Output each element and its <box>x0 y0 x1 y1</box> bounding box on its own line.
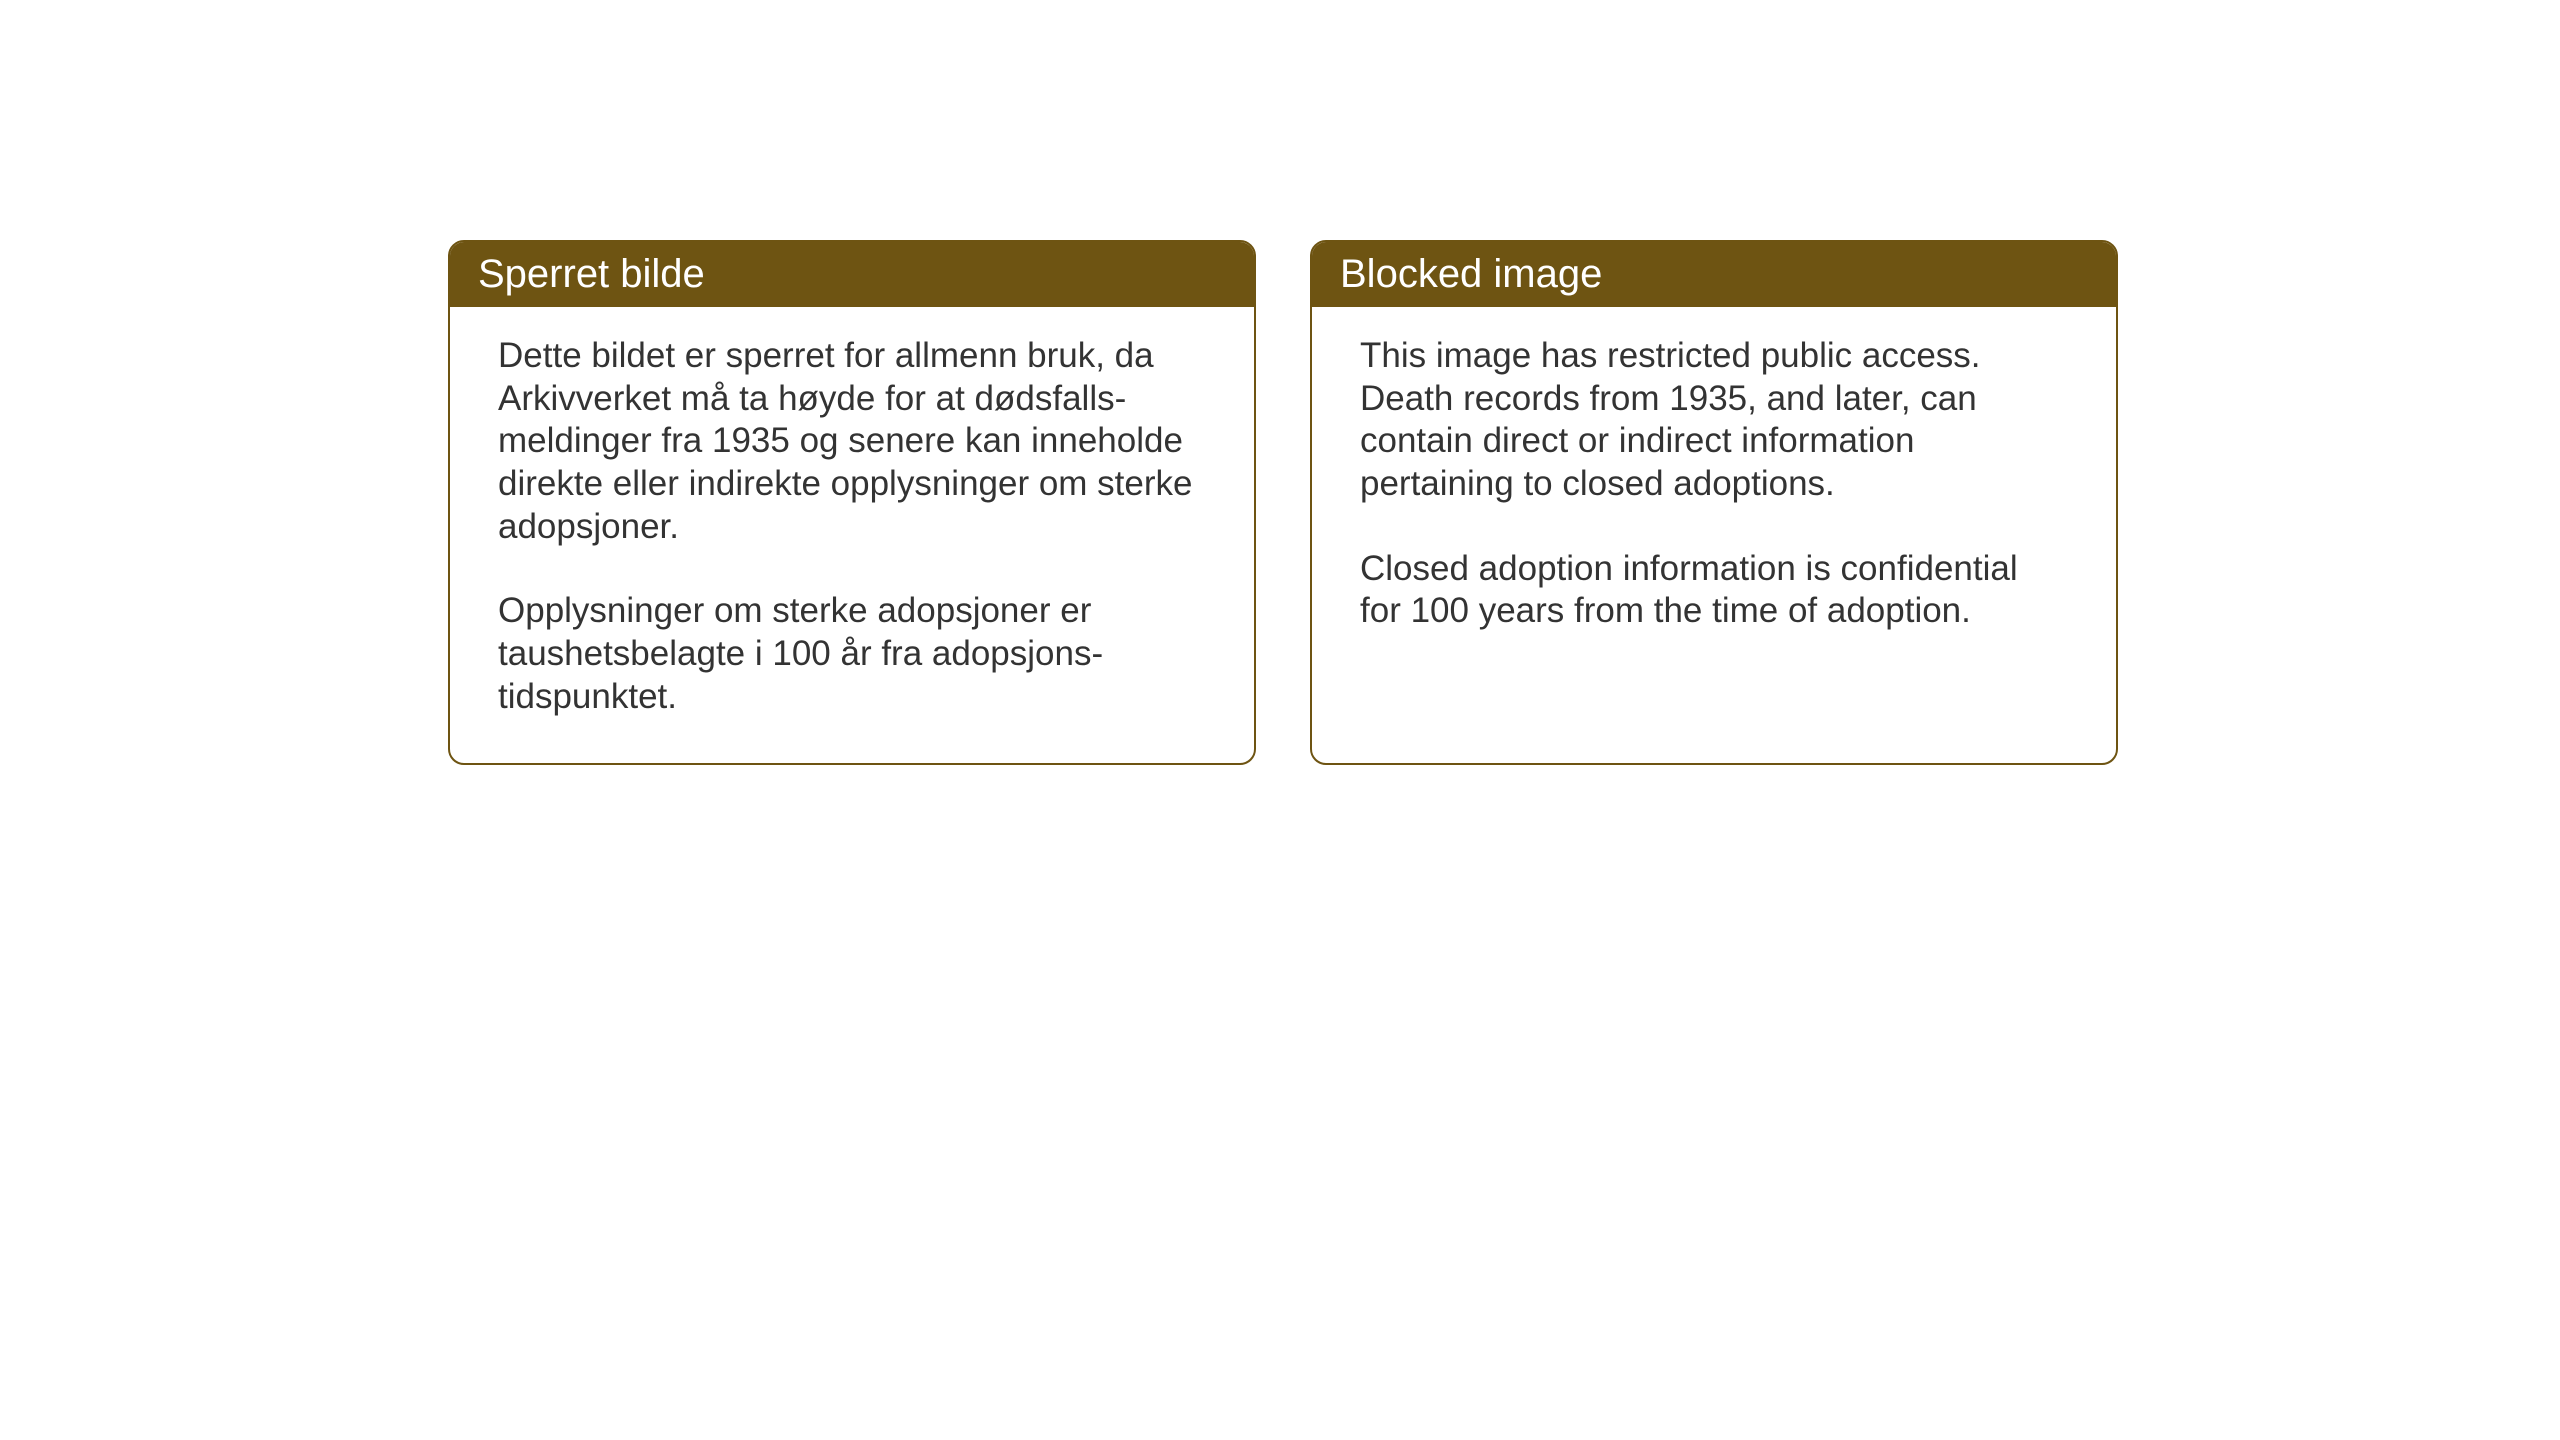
english-paragraph-1: This image has restricted public access.… <box>1360 335 2068 506</box>
norwegian-card: Sperret bilde Dette bildet er sperret fo… <box>448 240 1256 765</box>
norwegian-paragraph-1: Dette bildet er sperret for allmenn bruk… <box>498 335 1206 548</box>
norwegian-paragraph-2: Opplysninger om sterke adopsjoner er tau… <box>498 590 1206 718</box>
english-paragraph-2: Closed adoption information is confident… <box>1360 548 2068 633</box>
english-card-body: This image has restricted public access.… <box>1312 307 2116 677</box>
english-card-header: Blocked image <box>1312 242 2116 307</box>
english-card-title: Blocked image <box>1340 252 1602 296</box>
english-card: Blocked image This image has restricted … <box>1310 240 2118 765</box>
norwegian-card-title: Sperret bilde <box>478 252 705 296</box>
norwegian-card-header: Sperret bilde <box>450 242 1254 307</box>
cards-container: Sperret bilde Dette bildet er sperret fo… <box>0 0 2560 765</box>
norwegian-card-body: Dette bildet er sperret for allmenn bruk… <box>450 307 1254 763</box>
